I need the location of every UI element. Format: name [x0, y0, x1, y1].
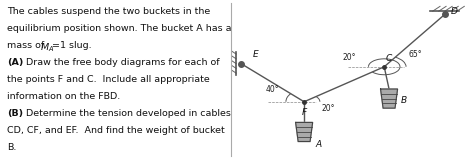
Text: $M_A$: $M_A$ — [40, 41, 55, 54]
Text: B.: B. — [7, 143, 16, 152]
Text: (B): (B) — [7, 109, 23, 118]
Text: C: C — [386, 54, 392, 63]
Text: 20°: 20° — [321, 104, 335, 113]
Text: 40°: 40° — [265, 85, 279, 94]
Text: F: F — [301, 108, 307, 117]
Text: the points F and C.  Include all appropriate: the points F and C. Include all appropri… — [7, 75, 210, 84]
Polygon shape — [381, 89, 398, 108]
Text: B: B — [401, 96, 407, 105]
Text: Draw the free body diagrams for each of: Draw the free body diagrams for each of — [23, 58, 220, 67]
Text: E: E — [253, 50, 258, 59]
Text: A: A — [316, 140, 322, 149]
Text: (A): (A) — [7, 58, 23, 67]
Text: information on the FBD.: information on the FBD. — [7, 92, 120, 101]
Text: 65°: 65° — [409, 50, 422, 59]
Text: =1 slug.: =1 slug. — [52, 41, 91, 50]
Text: Determine the tension developed in cables: Determine the tension developed in cable… — [23, 109, 231, 118]
Polygon shape — [296, 122, 313, 142]
Text: equilibrium position shown. The bucket A has a: equilibrium position shown. The bucket A… — [7, 24, 231, 33]
Text: The cables suspend the two buckets in the: The cables suspend the two buckets in th… — [7, 7, 210, 16]
Text: D: D — [451, 7, 458, 16]
Text: CD, CF, and EF.  And find the weight of bucket: CD, CF, and EF. And find the weight of b… — [7, 126, 225, 135]
Text: mass of: mass of — [7, 41, 47, 50]
Text: 20°: 20° — [343, 53, 356, 62]
